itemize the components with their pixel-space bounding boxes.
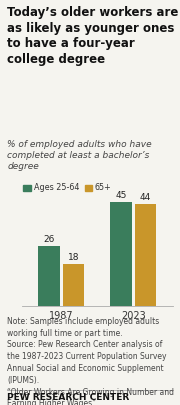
Text: 44: 44 [140,193,151,202]
Bar [110,202,132,306]
Text: 45: 45 [115,191,127,200]
Legend: Ages 25-64, 65+: Ages 25-64, 65+ [20,180,115,196]
Text: % of employed adults who have
completed at least a bachelor’s
degree: % of employed adults who have completed … [7,140,152,171]
Bar [63,264,84,306]
Text: Note: Samples include employed adults
working full time or part time.
Source: Pe: Note: Samples include employed adults wo… [7,317,174,405]
Text: 18: 18 [68,254,79,262]
Text: 26: 26 [43,235,55,244]
Bar [38,246,60,306]
Bar [135,204,156,306]
Text: PEW RESEARCH CENTER: PEW RESEARCH CENTER [7,393,129,402]
Text: Today’s older workers are
as likely as younger ones
to have a four-year
college : Today’s older workers are as likely as y… [7,6,179,66]
